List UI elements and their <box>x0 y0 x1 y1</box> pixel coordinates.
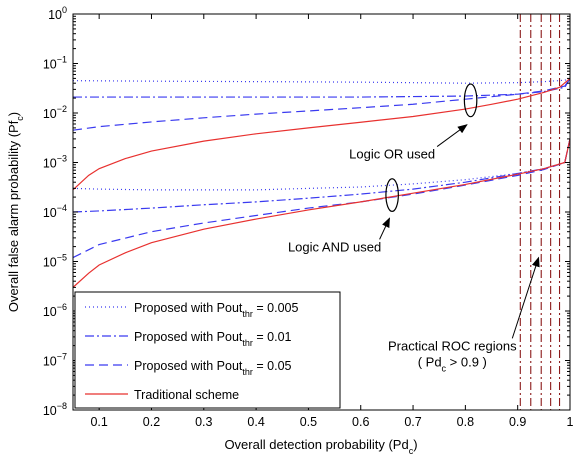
y-axis-ticks: 100 10−1 10−2 10−3 10−4 10−5 10−6 10−7 10−8 <box>43 5 570 418</box>
x-axis-ticks: 0.1 0.2 0.3 0.4 0.5 0.6 0.7 0.8 0.9 1 <box>90 14 574 429</box>
x-tick-label: 0.6 <box>352 415 369 429</box>
series-line-3 <box>72 78 571 131</box>
x-tick-label: 0.4 <box>247 415 264 429</box>
series-line-2 <box>73 78 571 98</box>
annotation-text-1: Logic OR used <box>349 147 435 162</box>
y-tick-label: 100 <box>48 5 67 22</box>
annotation-arrow-1 <box>436 124 468 147</box>
annotation-arrow-2 <box>379 217 390 240</box>
y-tick-label: 10−6 <box>43 302 67 319</box>
annotation-ellipse-2 <box>385 178 399 212</box>
x-tick-label: 0.3 <box>195 415 212 429</box>
x-tick-label: 0.7 <box>404 415 421 429</box>
legend-label-3: Proposed with Poutthr = 0.05 <box>134 359 292 377</box>
series-line-8 <box>72 138 571 288</box>
y-tick-label: 10−8 <box>43 401 67 418</box>
y-tick-label: 10−2 <box>43 104 67 121</box>
x-tick-label: 0.5 <box>300 415 317 429</box>
annotation-text-2: Logic AND used <box>288 239 381 254</box>
legend-label-2: Proposed with Poutthr = 0.01 <box>134 330 292 348</box>
annotation-subtext-3: ( Pdc > 0.9 ) <box>418 354 487 373</box>
annotation-arrow-3 <box>511 256 540 339</box>
annotation-ellipse-1 <box>463 83 478 118</box>
series-line-1 <box>72 77 571 84</box>
x-tick-label: 0.9 <box>509 415 526 429</box>
x-axis-label: Overall detection probability (Pdc) <box>224 437 417 456</box>
annotation-layer: Logic OR used Logic AND used Practical ROC… <box>288 83 540 373</box>
series-line-4 <box>72 77 571 191</box>
x-tick-label: 0.1 <box>90 415 107 429</box>
series-layer <box>72 77 571 288</box>
practical-roc-lines <box>519 14 561 410</box>
y-tick-label: 10−1 <box>43 55 67 72</box>
y-axis-label: Overall false alarm probability (Pfc) <box>6 112 25 312</box>
y-tick-label: 10−4 <box>43 203 67 220</box>
y-tick-label: 10−3 <box>43 154 67 171</box>
legend: Proposed with Poutthr = 0.005 Proposed wi… <box>74 291 341 409</box>
x-tick-label: 0.8 <box>457 415 474 429</box>
annotation-text-3: Practical ROC regions <box>388 338 517 353</box>
y-tick-label: 10−5 <box>43 253 67 270</box>
x-tick-label: 1 <box>567 415 574 429</box>
legend-box <box>74 291 341 409</box>
y-tick-label: 10−7 <box>43 352 67 369</box>
x-tick-label: 0.2 <box>143 415 160 429</box>
legend-label-4: Traditional scheme <box>134 388 239 402</box>
legend-label-1: Proposed with Poutthr = 0.005 <box>134 301 298 319</box>
